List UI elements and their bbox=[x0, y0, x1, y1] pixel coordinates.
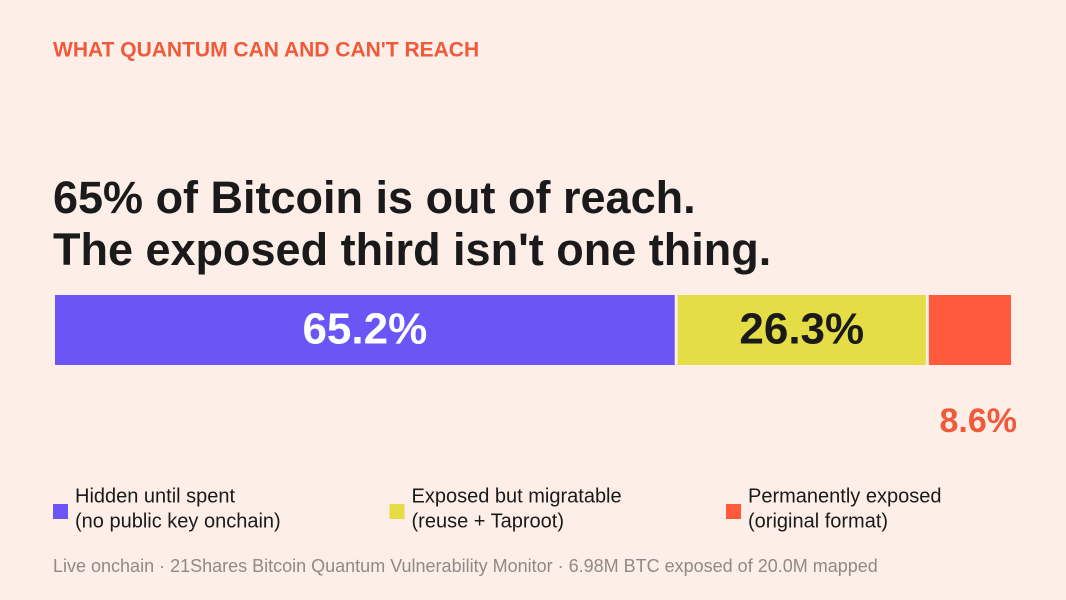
bar-segment bbox=[55, 295, 675, 365]
bar-segment bbox=[928, 295, 1011, 365]
chart-title: 65% of Bitcoin is out of reach. bbox=[53, 172, 696, 223]
legend-description: (reuse + Taproot) bbox=[412, 510, 565, 532]
kicker: WHAT QUANTUM CAN AND CAN'T REACH bbox=[53, 39, 479, 62]
legend-swatch bbox=[726, 504, 741, 519]
bar-segment bbox=[677, 295, 926, 365]
value-label: 26.3% bbox=[739, 305, 864, 354]
value-label: 8.6% bbox=[940, 402, 1018, 440]
chart-title: The exposed third isn't one thing. bbox=[53, 224, 771, 275]
footer: Live onchain · 21Shares Bitcoin Quantum … bbox=[53, 556, 878, 576]
legend-swatch bbox=[53, 504, 68, 519]
legend-label: Hidden until spent bbox=[75, 485, 236, 507]
legend-description: (no public key onchain) bbox=[75, 510, 281, 532]
legend-label: Exposed but migratable bbox=[412, 485, 622, 507]
legend-label: Permanently exposed bbox=[748, 485, 941, 507]
value-label: 65.2% bbox=[302, 305, 427, 354]
legend-description: (original format) bbox=[748, 510, 888, 532]
legend-swatch bbox=[389, 504, 405, 519]
